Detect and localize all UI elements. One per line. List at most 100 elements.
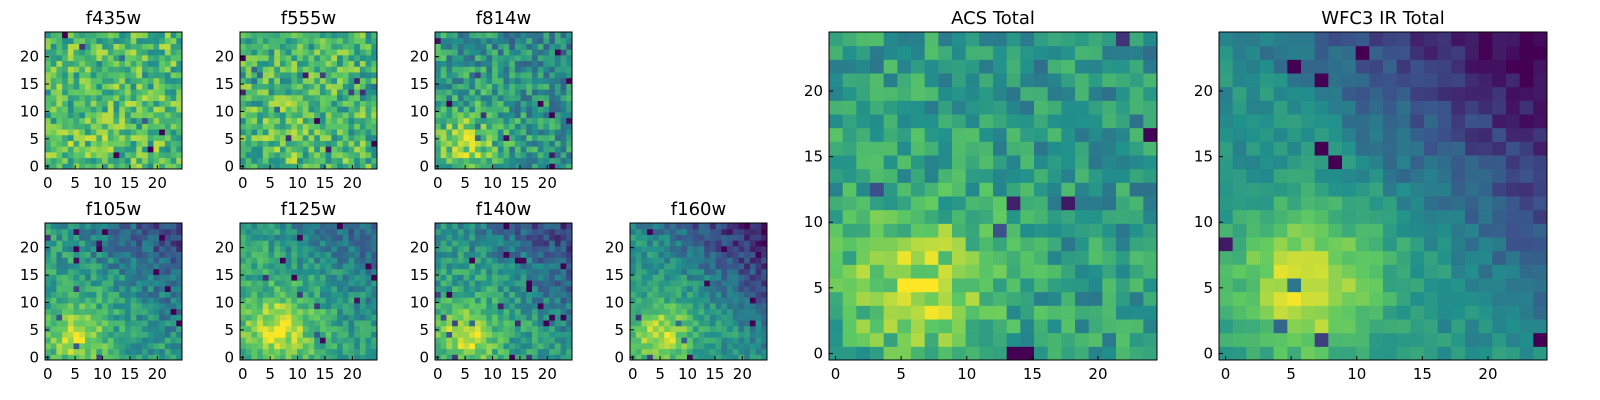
heatmap-cell <box>285 240 292 247</box>
heatmap-cell <box>492 337 499 344</box>
heatmap-cell <box>159 106 166 113</box>
heatmap-cell <box>325 129 332 136</box>
heatmap-cell <box>664 274 671 281</box>
heatmap-cell <box>630 251 637 258</box>
heatmap-cell <box>457 291 465 298</box>
heatmap-cell <box>549 285 556 292</box>
heatmap-cell <box>297 331 304 338</box>
heatmap-cell <box>480 43 487 50</box>
heatmap-cell <box>79 157 86 164</box>
heatmap-cell <box>732 262 739 270</box>
heatmap-cell <box>176 106 183 113</box>
heatmap-cell <box>463 157 470 164</box>
heatmap-cell <box>721 291 728 298</box>
heatmap-cell <box>658 325 665 332</box>
heatmap-cell <box>554 60 562 67</box>
heatmap-cell <box>279 83 287 90</box>
heatmap-cell <box>526 314 533 321</box>
heatmap-cell <box>480 134 487 141</box>
heatmap-cell <box>62 348 69 355</box>
heatmap-cell <box>240 54 247 62</box>
heatmap-cell <box>142 77 149 84</box>
heatmap-cell <box>1342 291 1357 306</box>
heatmap-cell <box>302 106 309 113</box>
heatmap-cell <box>159 54 166 62</box>
y-tick-label: 10 <box>215 293 234 311</box>
heatmap-cell <box>73 285 80 292</box>
heatmap-cell <box>90 251 97 258</box>
heatmap-cell <box>1034 59 1049 74</box>
heatmap-cell <box>354 342 361 350</box>
heatmap-cell <box>463 71 470 79</box>
heatmap-cell <box>348 111 355 119</box>
heatmap-cell <box>687 274 694 281</box>
heatmap-cell <box>107 89 114 96</box>
heatmap-cell <box>371 297 378 304</box>
heatmap-cell <box>251 32 258 39</box>
heatmap-cell <box>285 354 292 361</box>
heatmap-cell <box>635 234 642 241</box>
heatmap-cell <box>268 83 275 90</box>
heatmap-cell <box>509 245 516 253</box>
heatmap-cell <box>102 32 109 39</box>
heatmap-cell <box>1006 305 1021 320</box>
heatmap-cell <box>354 308 361 315</box>
heatmap-cell <box>170 66 177 73</box>
heatmap-cell <box>446 60 453 67</box>
heatmap-cell <box>883 59 898 74</box>
heatmap-cell <box>497 54 504 62</box>
heatmap-cell <box>993 196 1008 211</box>
heatmap-cell <box>993 45 1008 60</box>
heatmap-cell <box>503 302 510 310</box>
heatmap-cell <box>549 83 556 90</box>
heatmap-cell <box>62 297 69 304</box>
heatmap-cell <box>842 209 857 224</box>
heatmap-cell <box>176 151 183 159</box>
heatmap-cell <box>240 134 247 141</box>
heatmap-cell <box>251 140 258 147</box>
heatmap-cell <box>1410 250 1425 265</box>
heatmap-cell <box>359 274 367 281</box>
heatmap-cell <box>251 71 258 79</box>
heatmap-cell <box>45 223 52 230</box>
heatmap-cell <box>1246 332 1261 347</box>
heatmap-cell <box>1034 237 1049 252</box>
heatmap-cell <box>560 257 567 264</box>
heatmap-cell <box>560 94 567 101</box>
heatmap-cell <box>84 234 92 241</box>
heatmap-cell <box>119 49 126 56</box>
heatmap-cell <box>325 60 332 67</box>
heatmap-cell <box>755 297 762 304</box>
heatmap-cell <box>119 223 126 230</box>
heatmap-cell <box>308 123 315 130</box>
heatmap-cell <box>1383 319 1398 334</box>
heatmap-cell <box>520 163 527 170</box>
heatmap-cell <box>463 89 470 96</box>
heatmap-cell <box>457 320 465 327</box>
heatmap-cell <box>1260 278 1275 293</box>
heatmap-cell <box>1314 305 1329 320</box>
heatmap-cell <box>325 268 332 275</box>
heatmap-cell <box>84 228 92 235</box>
heatmap-cell <box>245 268 252 275</box>
heatmap-cell <box>268 100 275 107</box>
heatmap-cell <box>537 245 544 253</box>
heatmap-cell <box>245 320 252 327</box>
heatmap-cell <box>938 100 953 115</box>
heatmap-cell <box>113 83 120 90</box>
heatmap-cell <box>1047 319 1062 334</box>
heatmap-cell <box>532 234 539 241</box>
heatmap-cell <box>537 71 544 79</box>
heatmap-cell <box>480 291 487 298</box>
heatmap-cell <box>543 308 550 315</box>
heatmap-cell <box>302 297 309 304</box>
heatmap-cell <box>274 129 281 136</box>
heatmap-cell <box>113 262 120 270</box>
heatmap-cell <box>79 354 86 361</box>
heatmap-cell <box>675 240 682 247</box>
heatmap-cell <box>274 140 281 147</box>
heatmap-cell <box>732 314 739 321</box>
heatmap-cell <box>486 348 493 355</box>
heatmap-cell <box>142 60 149 67</box>
heatmap-cell <box>965 127 980 142</box>
